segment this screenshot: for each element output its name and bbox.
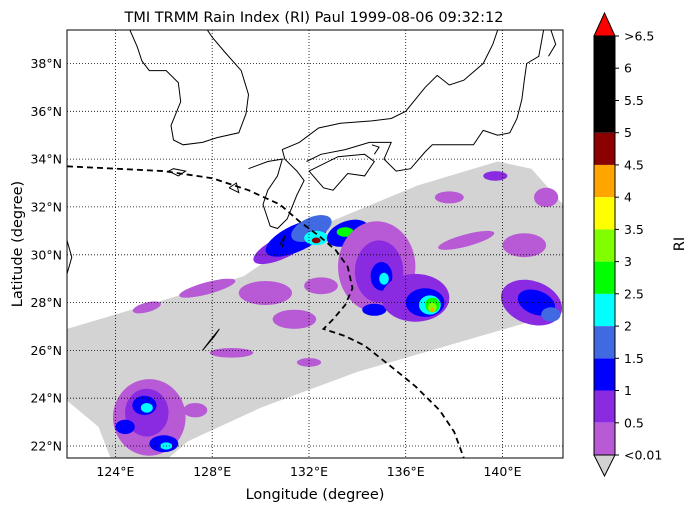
colorbar-segment xyxy=(594,36,615,133)
y-tick-label: 38°N xyxy=(30,56,62,71)
colorbar-segment xyxy=(594,197,615,230)
rain-cell xyxy=(183,403,208,418)
colorbar-segment xyxy=(594,261,615,294)
colorbar-frame xyxy=(593,35,616,456)
coastline xyxy=(371,144,380,155)
rain-cell xyxy=(140,403,153,413)
colorbar-segment xyxy=(594,358,615,391)
colorbar-segment xyxy=(594,422,615,455)
y-tick-label: 30°N xyxy=(30,247,62,262)
x-axis-ticks: 124°E 128°E 132°E 136°E 140°E xyxy=(96,464,521,479)
coastline xyxy=(279,235,286,248)
rain-cell xyxy=(362,303,387,316)
rain-cell xyxy=(291,215,332,242)
colorbar-tick-label: 3 xyxy=(624,254,632,269)
colorbar-segment xyxy=(594,390,615,423)
y-tick-label: 24°N xyxy=(30,391,62,406)
rain-cell xyxy=(336,227,354,237)
rain-cell xyxy=(434,191,464,204)
y-tick-label: 36°N xyxy=(30,104,62,119)
colorbar-tick-label: 5.5 xyxy=(624,93,644,108)
rain-cell xyxy=(272,309,317,329)
rain-index-field xyxy=(113,171,563,456)
colorbar-segment xyxy=(594,229,615,262)
rain-cell xyxy=(379,272,389,285)
satellite-swath xyxy=(67,161,563,458)
rain-cell xyxy=(483,171,508,181)
coastline xyxy=(248,30,499,230)
rain-cell xyxy=(311,237,321,244)
x-axis-label: Longitude (degree) xyxy=(246,487,385,503)
rain-cell xyxy=(115,419,135,435)
coastline xyxy=(306,30,545,172)
rain-cell xyxy=(541,307,561,322)
colorbar-tick-label: 3.5 xyxy=(624,222,644,237)
colorbar-segment xyxy=(594,293,615,326)
x-tick-label: 136°E xyxy=(387,464,425,479)
y-tick-label: 22°N xyxy=(30,439,62,454)
colorbar-tick-label: 2 xyxy=(624,319,632,334)
colorbar-tick-label: 1.5 xyxy=(624,351,644,366)
colorbar-label: RI xyxy=(672,237,688,251)
y-tick-label: 28°N xyxy=(30,295,62,310)
rain-cell xyxy=(534,187,559,207)
x-tick-label: 132°E xyxy=(290,464,328,479)
x-tick-label: 128°E xyxy=(193,464,231,479)
coastline xyxy=(67,240,73,275)
rain-cell xyxy=(438,230,495,250)
rain-cell xyxy=(209,348,254,358)
x-tick-label: 140°E xyxy=(483,464,521,479)
x-tick-label: 124°E xyxy=(96,464,134,479)
coastline xyxy=(202,328,220,351)
chart-title: TMI TRMM Rain Index (RI) Paul 1999-08-06… xyxy=(124,10,504,26)
coastline xyxy=(228,182,240,194)
colorbar-tick-label: 2.5 xyxy=(624,286,644,301)
colorbar-segment xyxy=(594,132,615,165)
y-tick-label: 34°N xyxy=(30,152,62,167)
y-axis-ticks: 22°N 24°N 26°N 28°N 30°N 32°N 34°N 36°N 38°N xyxy=(30,56,62,454)
colorbar-under-triangle xyxy=(593,454,616,478)
colorbar-tick-label: >6.5 xyxy=(624,29,654,44)
y-tick-label: 32°N xyxy=(30,199,62,214)
rain-cell xyxy=(296,358,322,367)
colorbar-tick-label: 4.5 xyxy=(624,157,644,172)
colorbar-segment xyxy=(594,326,615,359)
colorbar-segment xyxy=(594,164,615,198)
colorbar-tick-label: <0.01 xyxy=(624,448,662,463)
rain-cell xyxy=(430,307,435,313)
coastline xyxy=(548,30,557,57)
y-tick-label: 26°N xyxy=(30,343,62,358)
colorbar-tick-label: 4 xyxy=(624,190,632,205)
rain-cell xyxy=(132,301,161,314)
storm-track-line xyxy=(67,165,465,458)
rain-cell xyxy=(238,281,292,305)
coastline xyxy=(168,168,187,177)
colorbar-tick-label: 1 xyxy=(624,383,632,398)
colorbar-over-triangle xyxy=(593,11,616,37)
coastline xyxy=(308,153,375,191)
coastlines xyxy=(67,30,557,392)
rain-cell xyxy=(304,277,338,295)
colorbar: <0.01 0.5 1 1.5 2 2.5 3 3.5 4 4.5 5 5.5 6 >6.5 xyxy=(593,11,662,478)
rain-cell xyxy=(502,233,547,258)
y-axis-label: Latitude (degree) xyxy=(10,181,26,307)
colorbar-tick-label: 5 xyxy=(624,125,632,140)
colorbar-tick-label: 6 xyxy=(624,61,632,76)
rain-cell xyxy=(179,278,236,298)
map-frame xyxy=(66,29,564,459)
colorbar-tick-label: 0.5 xyxy=(624,415,644,430)
coastline xyxy=(129,30,250,146)
